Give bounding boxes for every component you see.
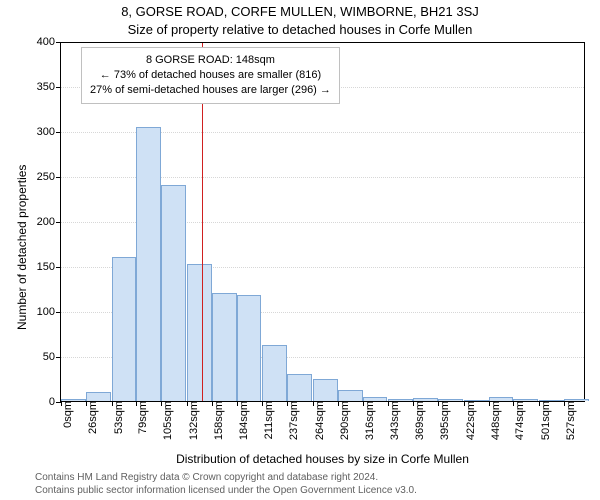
ytick-mark bbox=[56, 42, 61, 43]
histogram-bar bbox=[212, 293, 237, 401]
plot-area: 0501001502002503003504000sqm26sqm53sqm79… bbox=[60, 42, 585, 402]
histogram-bar bbox=[112, 257, 137, 401]
histogram-bar bbox=[86, 392, 111, 401]
xtick-label: 369sqm bbox=[414, 401, 426, 440]
footer-line-1: Contains HM Land Registry data © Crown c… bbox=[35, 472, 417, 485]
footer-line-2: Contains public sector information licen… bbox=[35, 485, 417, 498]
ytick-label: 150 bbox=[25, 261, 55, 273]
xtick-label: 132sqm bbox=[188, 401, 200, 440]
xtick-label: 211sqm bbox=[263, 401, 275, 439]
xtick-label: 316sqm bbox=[364, 401, 376, 440]
xtick-label: 237sqm bbox=[288, 401, 300, 440]
ytick-mark bbox=[56, 132, 61, 133]
xtick-label: 343sqm bbox=[389, 401, 401, 440]
ytick-mark bbox=[56, 267, 61, 268]
ytick-label: 100 bbox=[25, 306, 55, 318]
xtick-label: 53sqm bbox=[113, 401, 125, 434]
ytick-mark bbox=[56, 312, 61, 313]
ytick-label: 0 bbox=[25, 396, 55, 408]
histogram-bar bbox=[237, 295, 262, 401]
xtick-label: 527sqm bbox=[565, 401, 577, 440]
histogram-bar bbox=[338, 390, 363, 401]
chart-container: 8, GORSE ROAD, CORFE MULLEN, WIMBORNE, B… bbox=[0, 0, 600, 500]
xtick-label: 501sqm bbox=[540, 401, 552, 440]
xtick-label: 184sqm bbox=[238, 401, 250, 440]
legend-line-1: 8 GORSE ROAD: 148sqm bbox=[90, 53, 331, 68]
xtick-label: 474sqm bbox=[514, 401, 526, 440]
ytick-label: 250 bbox=[25, 171, 55, 183]
x-axis-label: Distribution of detached houses by size … bbox=[60, 452, 585, 466]
ytick-label: 400 bbox=[25, 36, 55, 48]
legend-line-2: ← 73% of detached houses are smaller (81… bbox=[90, 68, 331, 83]
xtick-label: 422sqm bbox=[465, 401, 477, 440]
histogram-bar bbox=[313, 379, 338, 401]
histogram-bar bbox=[287, 374, 312, 401]
xtick-label: 448sqm bbox=[490, 401, 502, 440]
ytick-label: 200 bbox=[25, 216, 55, 228]
ytick-mark bbox=[56, 87, 61, 88]
histogram-bar bbox=[262, 345, 287, 401]
legend-line-3: 27% of semi-detached houses are larger (… bbox=[90, 83, 331, 98]
xtick-label: 105sqm bbox=[162, 401, 174, 440]
ytick-label: 300 bbox=[25, 126, 55, 138]
xtick-label: 395sqm bbox=[439, 401, 451, 440]
histogram-bar bbox=[187, 264, 212, 401]
xtick-label: 79sqm bbox=[137, 401, 149, 434]
page-title-line2: Size of property relative to detached ho… bbox=[0, 22, 600, 37]
legend-box: 8 GORSE ROAD: 148sqm ← 73% of detached h… bbox=[81, 47, 340, 104]
ytick-label: 350 bbox=[25, 81, 55, 93]
ytick-mark bbox=[56, 222, 61, 223]
histogram-bar bbox=[136, 127, 161, 402]
xtick-label: 264sqm bbox=[314, 401, 326, 440]
page-title-line1: 8, GORSE ROAD, CORFE MULLEN, WIMBORNE, B… bbox=[0, 4, 600, 19]
xtick-label: 290sqm bbox=[339, 401, 351, 440]
ytick-label: 50 bbox=[25, 351, 55, 363]
xtick-label: 26sqm bbox=[87, 401, 99, 434]
histogram-bar bbox=[161, 185, 186, 401]
ytick-mark bbox=[56, 177, 61, 178]
ytick-mark bbox=[56, 357, 61, 358]
xtick-label: 0sqm bbox=[62, 401, 74, 428]
footer-attribution: Contains HM Land Registry data © Crown c… bbox=[35, 472, 417, 497]
xtick-label: 158sqm bbox=[213, 401, 225, 440]
